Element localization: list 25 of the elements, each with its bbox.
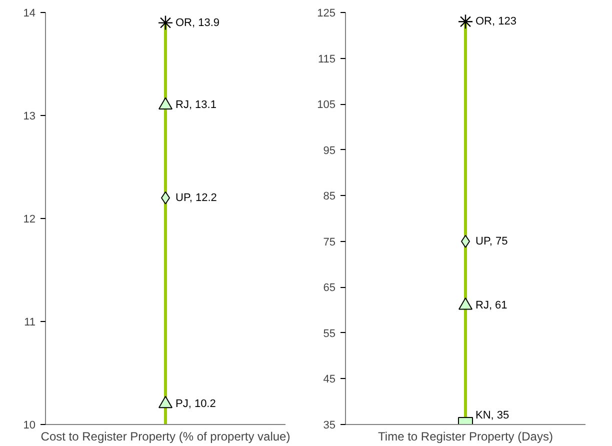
x-axis-title: Cost to Register Property (% of property value) <box>40 430 290 444</box>
data-label: UP, 12.2 <box>176 192 217 204</box>
data-label: OR, 123 <box>476 16 516 28</box>
y-tick-label: 105 <box>317 99 336 112</box>
data-label: PJ, 10.2 <box>176 398 216 410</box>
y-tick-label: 12 <box>23 214 36 226</box>
data-label: RJ, 13.1 <box>176 99 216 112</box>
y-tick-label: 75 <box>323 236 336 248</box>
y-tick-label: 65 <box>323 282 336 294</box>
y-tick-label: 11 <box>24 316 36 328</box>
x-axis-title: Time to Register Property (Days) <box>378 430 553 444</box>
data-label: RJ, 61 <box>476 299 508 312</box>
y-tick-label: 95 <box>323 144 336 157</box>
data-label: KN, 35 <box>476 410 510 422</box>
y-tick-label: 14 <box>23 8 36 20</box>
y-tick-label: 35 <box>323 420 336 432</box>
y-tick-label: 125 <box>317 8 336 20</box>
data-label: UP, 75 <box>476 235 508 248</box>
y-tick-label: 115 <box>318 53 336 66</box>
data-label: OR, 13.9 <box>176 16 220 29</box>
y-tick-label: 85 <box>323 190 336 203</box>
y-tick-label: 45 <box>323 374 336 386</box>
y-tick-label: 13 <box>23 110 36 122</box>
y-tick-label: 10 <box>23 420 36 432</box>
y-tick-label: 55 <box>323 328 336 340</box>
